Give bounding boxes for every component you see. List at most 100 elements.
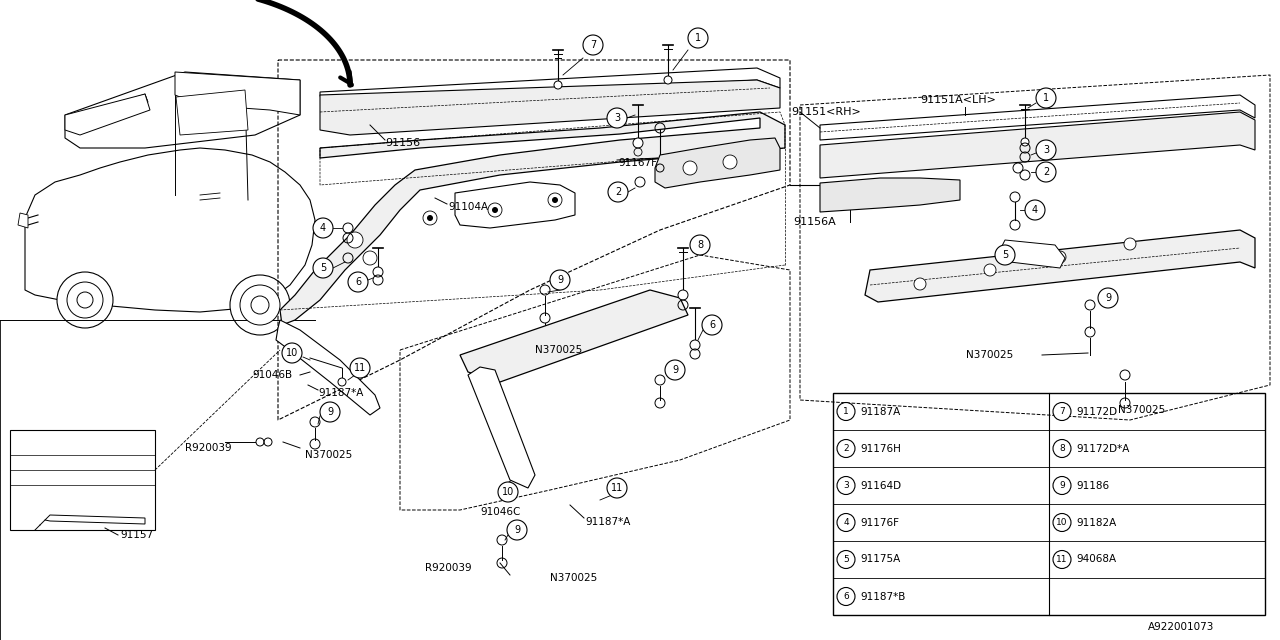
Circle shape — [690, 340, 700, 350]
Polygon shape — [26, 148, 315, 312]
Text: 2: 2 — [1043, 167, 1050, 177]
Circle shape — [422, 211, 436, 225]
Polygon shape — [865, 230, 1254, 302]
Circle shape — [372, 267, 383, 277]
Polygon shape — [320, 80, 780, 135]
Text: 91046C: 91046C — [480, 507, 521, 517]
Text: 3: 3 — [1043, 145, 1050, 155]
Polygon shape — [65, 72, 300, 148]
Polygon shape — [460, 290, 689, 382]
Circle shape — [837, 550, 855, 568]
Text: 91172D: 91172D — [1076, 406, 1117, 417]
Polygon shape — [454, 182, 575, 228]
Polygon shape — [820, 95, 1254, 140]
Text: 91151<RH>: 91151<RH> — [791, 107, 860, 117]
Circle shape — [282, 343, 302, 363]
Bar — [10, 430, 155, 530]
Text: 9: 9 — [557, 275, 563, 285]
Text: 10: 10 — [502, 487, 515, 497]
Circle shape — [1010, 192, 1020, 202]
Circle shape — [349, 358, 370, 378]
Text: 91182A: 91182A — [1076, 518, 1116, 527]
Text: 11: 11 — [1056, 555, 1068, 564]
Text: 5: 5 — [320, 263, 326, 273]
Circle shape — [914, 278, 925, 290]
Text: 11: 11 — [353, 363, 366, 373]
Polygon shape — [68, 94, 148, 128]
Circle shape — [678, 290, 689, 300]
Polygon shape — [280, 112, 785, 325]
Circle shape — [548, 193, 562, 207]
Text: 11: 11 — [611, 483, 623, 493]
Circle shape — [684, 161, 698, 175]
Text: 91187*A: 91187*A — [585, 517, 630, 527]
Circle shape — [690, 235, 710, 255]
Circle shape — [837, 477, 855, 495]
Circle shape — [607, 478, 627, 498]
Circle shape — [552, 197, 558, 203]
Circle shape — [492, 207, 498, 213]
Polygon shape — [655, 138, 780, 188]
Text: 9: 9 — [515, 525, 520, 535]
Circle shape — [723, 155, 737, 169]
Text: 5: 5 — [1002, 250, 1009, 260]
Polygon shape — [820, 112, 1254, 178]
Circle shape — [995, 245, 1015, 265]
Circle shape — [984, 264, 996, 276]
Text: A922001073: A922001073 — [1148, 622, 1215, 632]
Polygon shape — [1000, 240, 1065, 268]
Text: N370025: N370025 — [305, 450, 352, 460]
Circle shape — [837, 513, 855, 531]
Text: 4: 4 — [1032, 205, 1038, 215]
Text: 1: 1 — [844, 407, 849, 416]
Text: 1: 1 — [695, 33, 701, 43]
Text: 91176H: 91176H — [860, 444, 901, 454]
Circle shape — [338, 378, 346, 386]
Text: N370025: N370025 — [966, 350, 1014, 360]
Text: 91104A: 91104A — [448, 202, 488, 212]
Polygon shape — [218, 88, 298, 104]
Circle shape — [1012, 163, 1023, 173]
Circle shape — [1036, 88, 1056, 108]
Circle shape — [348, 272, 369, 292]
Text: 91176F: 91176F — [860, 518, 899, 527]
Bar — [833, 393, 1265, 615]
Polygon shape — [65, 94, 150, 135]
Text: 91187*A: 91187*A — [317, 388, 364, 398]
Circle shape — [689, 28, 708, 48]
Circle shape — [364, 251, 378, 265]
Text: 91172D*A: 91172D*A — [1076, 444, 1129, 454]
Circle shape — [347, 232, 364, 248]
Text: N370025: N370025 — [535, 345, 582, 355]
Circle shape — [635, 177, 645, 187]
Text: 9: 9 — [1105, 293, 1111, 303]
Circle shape — [701, 315, 722, 335]
Text: N370025: N370025 — [550, 573, 598, 583]
Circle shape — [837, 440, 855, 458]
Text: 9: 9 — [326, 407, 333, 417]
Text: 2: 2 — [614, 187, 621, 197]
Text: 91157: 91157 — [120, 530, 154, 540]
Circle shape — [582, 35, 603, 55]
Circle shape — [241, 285, 280, 325]
Text: 91164D: 91164D — [860, 481, 901, 490]
Text: N370025: N370025 — [1117, 405, 1165, 415]
Text: 6: 6 — [355, 277, 361, 287]
Circle shape — [1053, 403, 1071, 420]
Circle shape — [837, 403, 855, 420]
Circle shape — [314, 218, 333, 238]
Text: 91186: 91186 — [1076, 481, 1110, 490]
Text: 8: 8 — [696, 240, 703, 250]
Circle shape — [1025, 200, 1044, 220]
Circle shape — [58, 272, 113, 328]
Polygon shape — [320, 68, 780, 104]
Circle shape — [550, 270, 570, 290]
Text: 91151A<LH>: 91151A<LH> — [920, 95, 996, 105]
Circle shape — [343, 223, 353, 233]
Circle shape — [1053, 477, 1071, 495]
Circle shape — [554, 81, 562, 89]
Circle shape — [67, 282, 102, 318]
Circle shape — [1053, 251, 1066, 263]
Polygon shape — [468, 367, 535, 488]
Text: 91187A: 91187A — [860, 406, 900, 417]
